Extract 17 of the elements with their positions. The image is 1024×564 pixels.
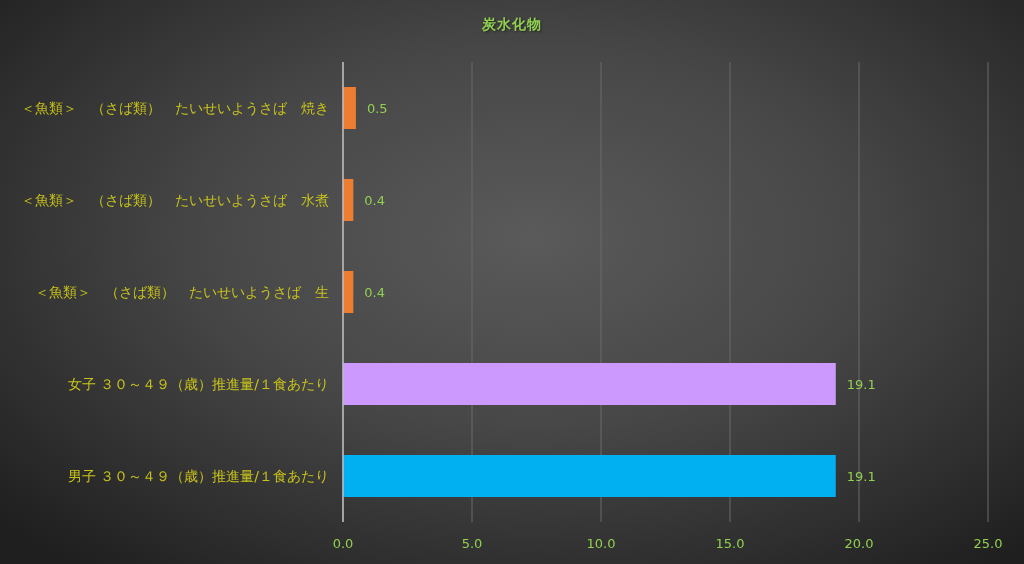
- x-tick-label: 25.0: [973, 536, 1003, 552]
- chart-title: 炭水化物: [481, 16, 543, 34]
- x-tick-label: 0.0: [332, 536, 354, 552]
- y-tick-label: 男子 ３０～４９（歳）推進量/１食あたり: [67, 467, 329, 484]
- x-tick-label: 20.0: [844, 536, 874, 552]
- data-label: 0.5: [366, 100, 388, 116]
- data-label: 0.4: [364, 192, 386, 208]
- x-tick-label: 15.0: [715, 536, 745, 552]
- y-tick-label: 女子 ３０～４９（歳）推進量/１食あたり: [67, 375, 329, 392]
- data-label: 19.1: [846, 468, 876, 484]
- data-label: 0.4: [364, 284, 386, 300]
- x-tick-label: 10.0: [586, 536, 616, 552]
- data-label: 19.1: [846, 376, 876, 392]
- y-tick-label: ＜魚類＞ （さば類） たいせいようさば 焼き: [21, 99, 329, 116]
- x-tick-label: 5.0: [461, 536, 483, 552]
- y-tick-label: ＜魚類＞ （さば類） たいせいようさば 水煮: [21, 191, 329, 208]
- y-tick-label: ＜魚類＞ （さば類） たいせいようさば 生: [35, 283, 329, 300]
